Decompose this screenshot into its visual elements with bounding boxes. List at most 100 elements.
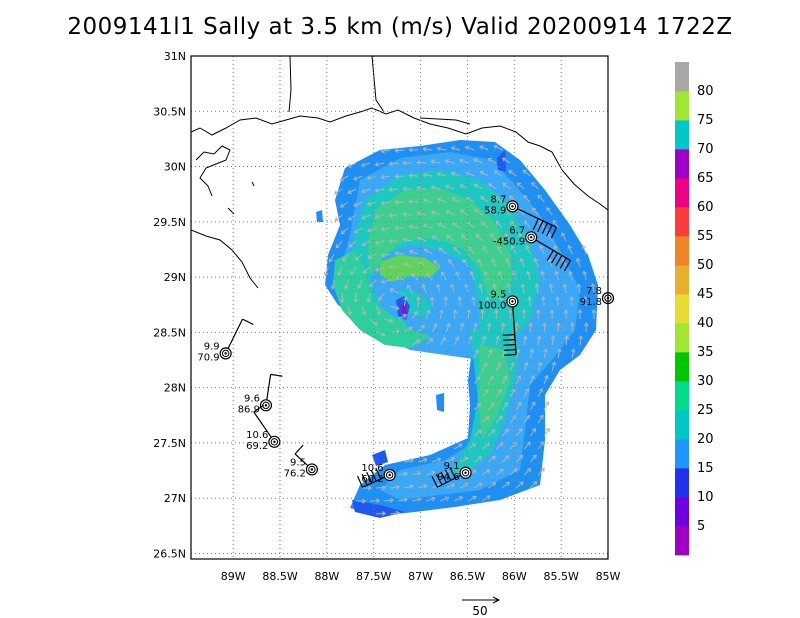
wind-vector bbox=[353, 292, 359, 303]
wind-vector bbox=[353, 175, 363, 181]
wind-vector bbox=[490, 233, 497, 242]
wind-vector bbox=[537, 194, 545, 203]
lon-tick-label: 85W bbox=[596, 570, 621, 583]
coastline bbox=[191, 56, 608, 289]
station-marker-dot bbox=[264, 404, 268, 407]
wind-vector bbox=[417, 324, 425, 333]
wind-vector bbox=[361, 240, 371, 247]
wind-vector bbox=[496, 245, 503, 255]
colorbar-swatch bbox=[675, 468, 689, 498]
wind-vector bbox=[340, 227, 349, 235]
wind-vector bbox=[569, 322, 575, 333]
station-marker-inner bbox=[308, 465, 316, 474]
wind-vector bbox=[457, 296, 463, 307]
wind-vector bbox=[426, 470, 436, 476]
wind-vector bbox=[467, 335, 473, 346]
wind-barb-feather bbox=[550, 252, 559, 264]
wind-vector bbox=[444, 158, 455, 164]
wind-vector bbox=[509, 388, 516, 398]
wind-barb-feather bbox=[503, 343, 516, 346]
coastline-segment bbox=[251, 181, 255, 187]
colorbar-swatch bbox=[675, 294, 689, 324]
wind-vector bbox=[408, 147, 419, 153]
wind-vector bbox=[508, 170, 517, 177]
wind-vector bbox=[479, 170, 489, 177]
wind-vector bbox=[473, 402, 482, 411]
wind-vector bbox=[450, 145, 461, 151]
wind-vector bbox=[366, 292, 372, 303]
wind-vector bbox=[445, 209, 455, 216]
wind-vector bbox=[390, 484, 401, 490]
wind-vector bbox=[418, 457, 428, 463]
station-value-bottom: 86.9 bbox=[238, 404, 260, 415]
station-value-bottom: 76.2 bbox=[284, 468, 306, 479]
wind-vector bbox=[528, 322, 534, 333]
station-s10: 9.194.6 bbox=[431, 461, 472, 488]
wind-vector bbox=[388, 213, 399, 218]
wind-vector bbox=[551, 361, 557, 372]
wind-vector bbox=[469, 270, 475, 281]
wind-vector bbox=[378, 292, 385, 301]
colorbar-label: 70 bbox=[697, 142, 714, 157]
colorbar-swatch bbox=[675, 323, 689, 353]
wind-barb-feather bbox=[444, 469, 452, 481]
wind-vector bbox=[581, 244, 587, 255]
wind-vector bbox=[388, 187, 399, 193]
wind-vector bbox=[492, 283, 498, 294]
wind-vector bbox=[422, 172, 433, 178]
wind-vector bbox=[501, 157, 511, 164]
wind-vector bbox=[493, 170, 503, 177]
wind-vector bbox=[591, 309, 597, 320]
wind-vector bbox=[347, 214, 357, 221]
colorbar-label: 10 bbox=[697, 490, 714, 505]
wind-vector bbox=[522, 335, 528, 346]
wind-vector bbox=[403, 296, 408, 307]
wind-vector bbox=[537, 441, 545, 450]
wind-vector bbox=[335, 240, 343, 249]
wind-vector bbox=[398, 497, 408, 503]
wind-vector bbox=[501, 348, 507, 359]
colorbar-swatch bbox=[675, 352, 689, 382]
wind-barb-feather bbox=[357, 475, 364, 488]
wind-vector bbox=[436, 197, 447, 203]
lat-tick-label: 26.5N bbox=[153, 547, 186, 560]
wind-vector bbox=[568, 270, 573, 281]
wind-barb-feather bbox=[555, 255, 563, 267]
wind-vector bbox=[357, 279, 363, 289]
wind-vector bbox=[509, 415, 517, 424]
wind-barb-staff bbox=[530, 236, 571, 262]
wind-vector bbox=[415, 296, 421, 307]
wind-vector bbox=[408, 198, 419, 204]
wind-vector bbox=[404, 484, 414, 490]
colorbar-swatch bbox=[675, 381, 689, 411]
wind-vector bbox=[576, 283, 582, 294]
latitude-tick-labels: 31N 30.5N 30N 29.5N 29N 28.5N 28N 27.5N 27N 26.5N bbox=[153, 50, 186, 560]
wind-vector bbox=[529, 401, 536, 411]
wind-vector bbox=[570, 348, 576, 359]
station-value-top: 9.5 bbox=[491, 289, 507, 300]
coastline-segment bbox=[195, 145, 231, 197]
wind-vector bbox=[348, 240, 357, 248]
wind-barb-feather bbox=[541, 222, 548, 235]
wind-vector bbox=[466, 309, 472, 320]
wind-vector bbox=[328, 253, 335, 263]
wind-vector bbox=[408, 224, 419, 230]
wind-vector bbox=[473, 349, 480, 359]
wind-vector bbox=[394, 225, 405, 231]
wind-vector bbox=[482, 245, 489, 255]
wind-vector bbox=[366, 175, 377, 181]
color-legend: 5 10 15 20 25 30 35 40 45 50 55 60 65 70 75 80 bbox=[675, 62, 714, 556]
station-marker-dot bbox=[224, 352, 227, 355]
wind-vector bbox=[473, 158, 483, 164]
lon-tick-label: 89W bbox=[221, 570, 246, 583]
colorbar-label: 65 bbox=[697, 171, 714, 186]
wind-vector bbox=[412, 497, 422, 502]
wind-barb-feather bbox=[504, 353, 517, 356]
wind-vector bbox=[554, 270, 559, 281]
wind-vector bbox=[493, 309, 499, 320]
wind-vector bbox=[495, 468, 504, 476]
wind-vector bbox=[575, 257, 581, 268]
wind-vector bbox=[523, 361, 529, 372]
wind-vector bbox=[480, 196, 489, 203]
wind-vector bbox=[503, 207, 511, 216]
